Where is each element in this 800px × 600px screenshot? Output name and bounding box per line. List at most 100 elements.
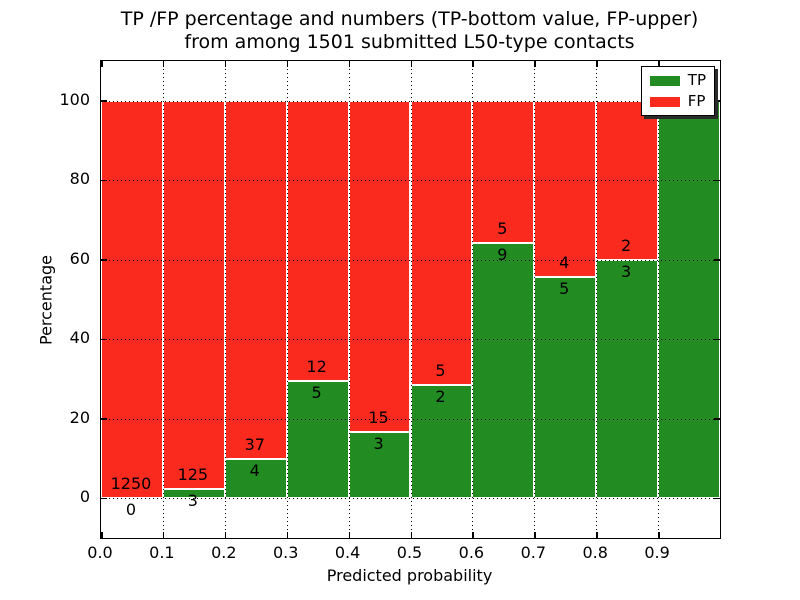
chart-title-line1: TP /FP percentage and numbers (TP-bottom… <box>120 8 699 30</box>
gridline-vertical <box>472 61 474 538</box>
legend: TP FP <box>640 66 715 116</box>
x-tick-mark <box>534 532 536 538</box>
bar-label-fp: 1250 <box>110 474 152 494</box>
legend-swatch <box>649 75 680 86</box>
legend-swatch <box>649 96 680 107</box>
y-tick-mark <box>714 497 720 499</box>
bar-label-fp: 5 <box>435 360 446 380</box>
y-tick-label: 0 <box>79 487 90 507</box>
y-tick-mark <box>714 338 720 340</box>
y-tick-mark <box>714 259 720 261</box>
bar-label-fp: 37 <box>244 435 265 455</box>
y-tick-mark <box>101 100 107 102</box>
x-tick-mark <box>162 61 165 67</box>
bar-label-tp: 9 <box>497 244 508 264</box>
x-tick-mark <box>162 532 165 538</box>
y-tick-label: 60 <box>69 248 90 268</box>
x-tick-mark <box>348 532 351 538</box>
y-tick-mark <box>101 338 107 340</box>
x-tick-mark <box>101 532 103 538</box>
x-tick-mark <box>596 61 598 67</box>
y-tick-mark <box>101 179 107 181</box>
y-tick-mark <box>101 418 107 420</box>
x-tick-mark <box>596 532 598 538</box>
bar-label-fp: 2 <box>621 235 632 255</box>
gridline-vertical <box>596 61 598 538</box>
x-tick-mark <box>224 61 227 67</box>
x-tick-label: 0.0 <box>87 543 113 562</box>
x-axis-label: Predicted probability <box>326 566 493 585</box>
gridline-vertical <box>410 61 412 538</box>
x-tick-mark <box>224 532 227 538</box>
x-tick-label: 0.6 <box>458 543 485 562</box>
plot-area: TP FP <box>100 60 721 539</box>
bar-segment-fp <box>286 100 349 382</box>
x-tick-label: 0.2 <box>211 543 237 562</box>
bar-label-fp: 5 <box>497 218 508 238</box>
bar-segment-tp <box>410 384 473 499</box>
gridline-vertical <box>348 61 350 538</box>
bar-segment-fp <box>101 100 163 499</box>
gridline-vertical <box>162 61 164 538</box>
legend-entry-fp: FP <box>649 92 706 110</box>
bar-label-tp: 2 <box>435 386 446 406</box>
x-tick-mark <box>410 61 412 67</box>
gridline-vertical <box>286 61 288 538</box>
bar-label-tp: 5 <box>311 383 322 403</box>
bar-segment-fp <box>410 100 473 385</box>
x-tick-label: 0.5 <box>396 543 423 562</box>
x-tick-label: 0.4 <box>334 543 361 562</box>
bar-label-tp: 4 <box>249 461 260 481</box>
bar-label-fp: 15 <box>368 407 389 427</box>
x-tick-mark <box>286 532 289 538</box>
x-tick-mark <box>410 532 412 538</box>
legend-label: FP <box>687 92 706 110</box>
x-tick-mark <box>658 532 660 538</box>
bar-label-fp: 4 <box>559 253 570 273</box>
bar-segment-tp <box>658 100 720 499</box>
bar-segment-tp <box>472 242 535 499</box>
x-tick-mark <box>286 61 289 67</box>
y-tick-mark <box>714 179 720 181</box>
bar-label-fp: 125 <box>177 464 209 484</box>
bar-label-tp: 3 <box>373 433 384 453</box>
y-tick-mark <box>101 259 107 261</box>
bar-segment-fp <box>162 100 225 489</box>
x-tick-mark <box>658 61 660 67</box>
bar-segment-fp <box>224 100 287 460</box>
x-tick-mark <box>534 61 536 67</box>
y-tick-label: 100 <box>59 89 90 109</box>
y-tick-mark <box>101 497 107 499</box>
x-tick-label: 0.9 <box>644 543 670 562</box>
chart-title-line2: from among 1501 submitted L50-type conta… <box>184 31 635 53</box>
bar-label-fp: 12 <box>306 357 327 377</box>
bar-segment-fp <box>534 100 597 278</box>
gridline-vertical <box>534 61 536 538</box>
bar-segment-tp <box>534 277 597 499</box>
bar-segment-tp <box>348 431 411 499</box>
y-tick-label: 80 <box>69 169 90 189</box>
bar-segment-tp <box>596 259 659 499</box>
bar-segment-fp <box>348 100 411 432</box>
x-tick-mark <box>472 61 474 67</box>
y-tick-label: 20 <box>69 407 90 427</box>
y-tick-mark <box>714 100 720 102</box>
x-tick-label: 0.7 <box>520 543 547 562</box>
x-tick-label: 0.8 <box>582 543 608 562</box>
x-tick-mark <box>348 61 351 67</box>
bar-label-tp: 3 <box>621 261 632 281</box>
gridline-vertical <box>658 61 660 538</box>
chart-title: TP /FP percentage and numbers (TP-bottom… <box>100 8 719 54</box>
bar-label-tp: 3 <box>187 490 198 510</box>
bar-segment-tp <box>286 381 349 499</box>
x-tick-mark <box>101 61 103 67</box>
x-tick-label: 0.1 <box>149 543 175 562</box>
legend-entry-tp: TP <box>649 73 706 88</box>
bar-label-tp: 0 <box>125 500 137 520</box>
x-tick-mark <box>472 532 474 538</box>
x-tick-label: 0.3 <box>272 543 299 562</box>
gridline-vertical <box>224 61 226 538</box>
y-tick-mark <box>714 418 720 420</box>
bar-label-tp: 5 <box>559 279 570 299</box>
